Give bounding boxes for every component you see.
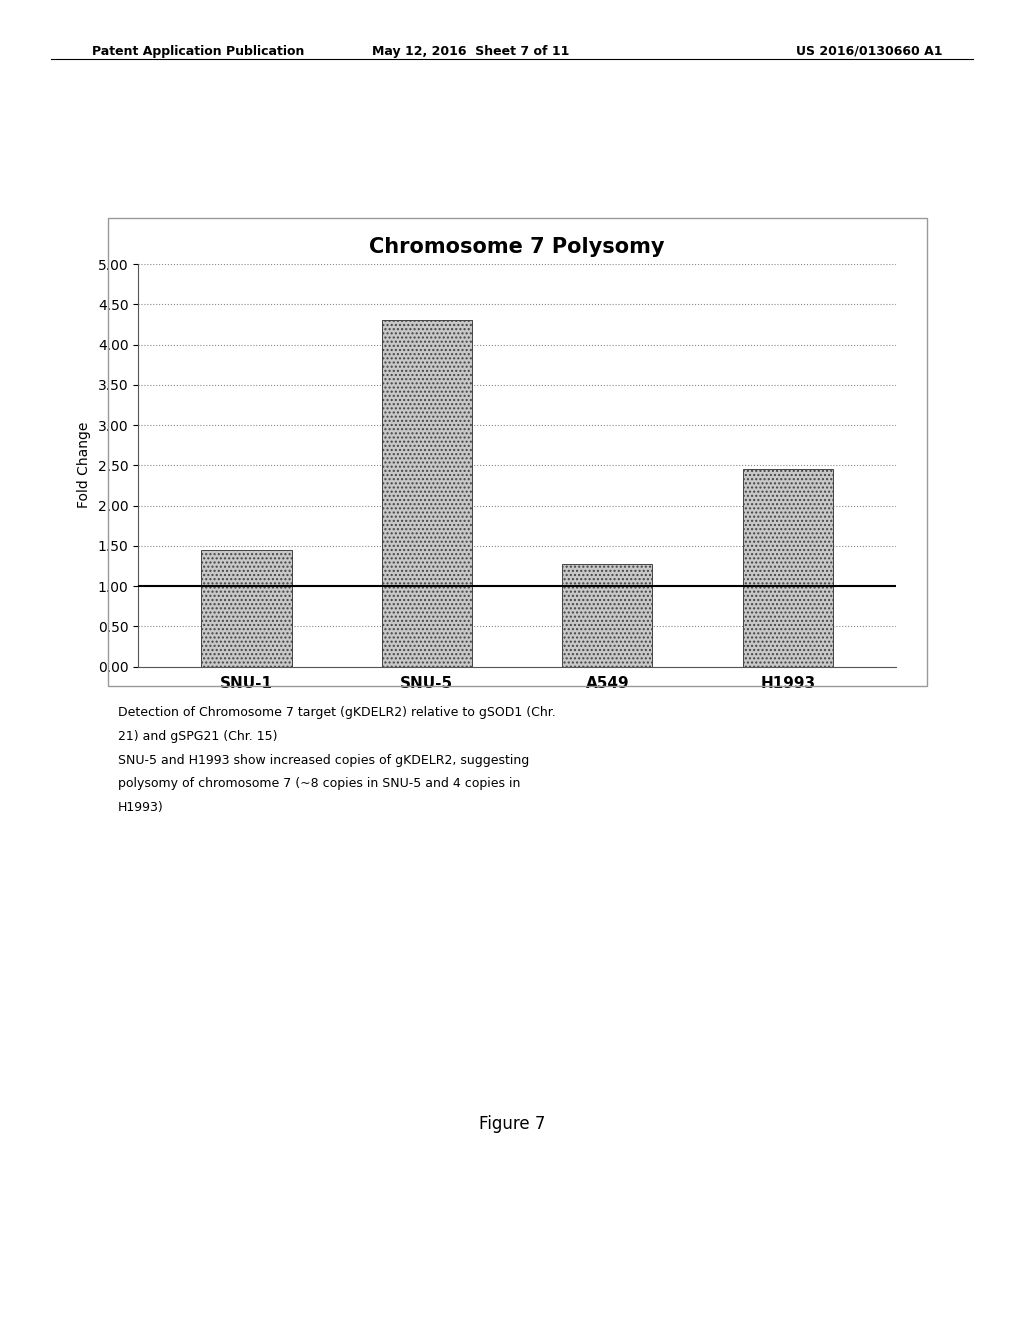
Text: US 2016/0130660 A1: US 2016/0130660 A1	[796, 45, 942, 58]
Text: Patent Application Publication: Patent Application Publication	[92, 45, 304, 58]
Title: Chromosome 7 Polysomy: Chromosome 7 Polysomy	[370, 236, 665, 257]
Bar	[742, 470, 833, 667]
Text: polysomy of chromosome 7 (~8 copies in SNU-5 and 4 copies in: polysomy of chromosome 7 (~8 copies in S…	[118, 777, 520, 791]
Y-axis label: Fold Change: Fold Change	[77, 422, 91, 508]
Text: H1993): H1993)	[118, 801, 164, 814]
Bar	[382, 321, 472, 667]
Text: Detection of Chromosome 7 target (gKDELR2) relative to gSOD1 (Chr.: Detection of Chromosome 7 target (gKDELR…	[118, 706, 555, 719]
Bar	[562, 564, 652, 667]
Bar	[202, 550, 292, 667]
Text: Figure 7: Figure 7	[479, 1115, 545, 1134]
Text: 21) and gSPG21 (Chr. 15): 21) and gSPG21 (Chr. 15)	[118, 730, 278, 743]
Text: SNU-5 and H1993 show increased copies of gKDELR2, suggesting: SNU-5 and H1993 show increased copies of…	[118, 754, 529, 767]
Text: May 12, 2016  Sheet 7 of 11: May 12, 2016 Sheet 7 of 11	[373, 45, 569, 58]
